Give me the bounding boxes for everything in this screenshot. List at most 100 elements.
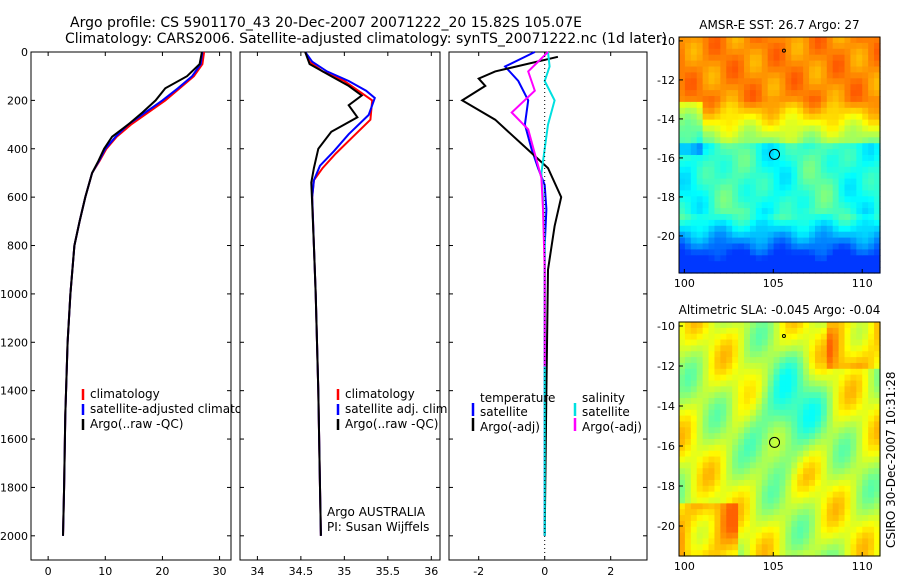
sst-map-heatmap-cell (820, 119, 828, 127)
figure-title-line1: Argo profile: CS 5901170_43 20-Dec-2007 … (70, 15, 582, 31)
sla-map-heatmap-cell (862, 333, 869, 341)
sst-map-heatmap-cell (814, 101, 822, 109)
sla-map-heatmap-cell (767, 392, 775, 399)
sla-map-heatmap-cell (826, 479, 834, 487)
sla-map-heatmap-cell (679, 415, 686, 423)
sla-map-heatmap-cell (814, 439, 822, 446)
sst-map-heatmap-cell (679, 166, 686, 174)
sla-map-heatmap-cell (874, 398, 881, 405)
sst-map-heatmap-cell (684, 202, 692, 209)
sst-map-heatmap-cell (755, 54, 763, 62)
sst-map-heatmap-cell (785, 113, 792, 121)
sla-map-heatmap-cell (696, 345, 704, 352)
sst-map-heatmap-cell (809, 202, 816, 209)
sst-map-heatmap-cell (708, 90, 716, 97)
sst-map-heatmap-cell (791, 113, 798, 121)
sla-map-heatmap-cell (696, 485, 704, 493)
sst-map-heatmap-cell (856, 90, 863, 97)
sla-map-heatmap-cell (785, 357, 792, 364)
sla-map-heatmap-cell (755, 439, 763, 446)
sst-map-heatmap-cell (868, 219, 875, 227)
sla-map-heatmap-cell (826, 327, 834, 335)
sst-map-heatmap-cell (738, 178, 745, 186)
sst-map-heatmap-cell (732, 72, 739, 79)
sla-map-heatmap-cell (708, 403, 716, 411)
sst-map-heatmap-cell (726, 261, 733, 268)
sla-map-heatmap-cell (850, 357, 857, 364)
sst-map-heatmap-cell (797, 96, 804, 103)
sst-map-heatmap-cell (732, 90, 739, 97)
sla-map-heatmap-cell (684, 327, 692, 335)
sst-map-heatmap-cell (767, 249, 775, 256)
sla-map-heatmap-cell (868, 515, 875, 522)
sst-map-heatmap-cell (814, 113, 822, 121)
sla-map-heatmap-cell (820, 509, 828, 516)
sst-map-heatmap-cell (844, 101, 852, 109)
sla-map-heatmap-cell (684, 398, 692, 405)
sst-map-heatmap-cell (820, 178, 828, 186)
sst-map-heatmap-cell (832, 149, 840, 156)
sla-map-heatmap-cell (744, 351, 751, 358)
sla-map-heatmap-cell (684, 491, 692, 499)
sst-map-heatmap-cell (720, 54, 727, 62)
sla-map-heatmap-cell (868, 374, 875, 382)
sst-map-heatmap-cell (874, 160, 881, 168)
sst-map-heatmap-cell (856, 190, 863, 197)
temperature-y-tick-label: 1200 (0, 336, 28, 349)
sla-map-heatmap-cell (791, 439, 798, 446)
sla-map-heatmap-cell (779, 351, 787, 358)
sst-map-heatmap-cell (708, 237, 716, 245)
sla-map-heatmap-cell (738, 368, 745, 376)
sst-map-heatmap-cell (749, 101, 757, 109)
temperature-y-tick-label: 0 (21, 46, 28, 59)
sst-map-heatmap-cell (744, 166, 751, 174)
sla-map-heatmap-cell (708, 479, 716, 487)
sst-map-heatmap-cell (744, 225, 751, 233)
sst-map-heatmap-cell (714, 143, 721, 150)
sla-map-heatmap-cell (826, 368, 834, 376)
sla-map-heatmap-cell (690, 357, 698, 364)
sst-map-heatmap-cell (684, 225, 692, 233)
sst-map-heatmap-cell (844, 166, 852, 174)
sla-map-heatmap-cell (844, 474, 852, 481)
sst-map-heatmap-cell (844, 214, 852, 221)
sla-map-heatmap-cell (767, 520, 775, 528)
sla-map-heatmap-cell (738, 362, 745, 370)
sla-map-heatmap-cell (862, 362, 869, 370)
sla-map-heatmap-cell (732, 538, 739, 545)
sst-map-heatmap-cell (708, 225, 716, 233)
sla-map-heatmap-cell (679, 439, 686, 446)
sst-map-heatmap-cell (785, 261, 792, 268)
sla-map-heatmap-cell (785, 368, 792, 376)
sla-map-heatmap-cell (838, 386, 846, 393)
sst-map-heatmap-cell (856, 101, 863, 109)
sst-map-heatmap-cell (755, 119, 763, 127)
sla-map-heatmap-cell (832, 462, 840, 469)
sla-map-heatmap-cell (755, 444, 763, 452)
sst-map-heatmap-cell (779, 219, 787, 227)
sst-map-heatmap-cell (779, 84, 787, 91)
sst-map-heatmap-cell (696, 48, 704, 56)
sla-map-heatmap-cell (679, 386, 686, 393)
sst-map-heatmap-cell (814, 137, 822, 144)
sst-map-heatmap-cell (714, 190, 721, 197)
sst-map-heatmap-cell (797, 178, 804, 186)
sst-map-heatmap-cell (749, 48, 757, 56)
sst-map-heatmap-cell (814, 96, 822, 103)
sla-map-heatmap-cell (820, 421, 828, 428)
sst-map-heatmap-cell (797, 166, 804, 174)
sst-map-heatmap-cell (714, 255, 721, 262)
sst-map-heatmap-cell (856, 243, 863, 250)
sla-map-heatmap-cell (696, 433, 704, 440)
sst-map-heatmap-cell (720, 196, 727, 203)
sst-map-heatmap-cell (714, 267, 721, 274)
sst-map-heatmap-cell (814, 107, 822, 115)
sla-map-heatmap-cell (767, 333, 775, 341)
sla-map-heatmap-cell (862, 368, 869, 376)
sla-map-heatmap-cell (850, 368, 857, 376)
sla-map-heatmap-cell (785, 532, 792, 540)
sst-map-heatmap-cell (726, 125, 733, 132)
sla-map-heatmap-cell (809, 403, 816, 411)
sla-map-heatmap-cell (868, 450, 875, 458)
sla-map-heatmap-cell (696, 386, 704, 393)
